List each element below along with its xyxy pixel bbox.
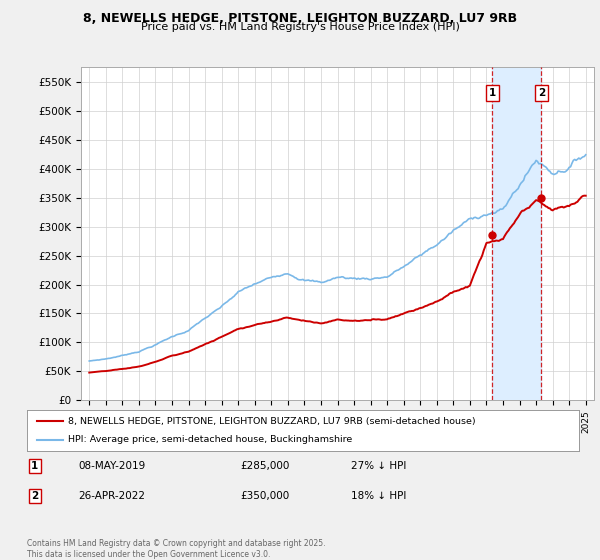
Text: HPI: Average price, semi-detached house, Buckinghamshire: HPI: Average price, semi-detached house,… xyxy=(68,436,353,445)
Text: Price paid vs. HM Land Registry's House Price Index (HPI): Price paid vs. HM Land Registry's House … xyxy=(140,22,460,32)
Text: 2: 2 xyxy=(538,88,545,98)
Text: 8, NEWELLS HEDGE, PITSTONE, LEIGHTON BUZZARD, LU7 9RB (semi-detached house): 8, NEWELLS HEDGE, PITSTONE, LEIGHTON BUZ… xyxy=(68,417,476,426)
Text: 08-MAY-2019: 08-MAY-2019 xyxy=(78,461,145,471)
Text: 1: 1 xyxy=(31,461,38,471)
Text: Contains HM Land Registry data © Crown copyright and database right 2025.
This d: Contains HM Land Registry data © Crown c… xyxy=(27,539,325,559)
Text: 1: 1 xyxy=(489,88,496,98)
Text: 8, NEWELLS HEDGE, PITSTONE, LEIGHTON BUZZARD, LU7 9RB: 8, NEWELLS HEDGE, PITSTONE, LEIGHTON BUZ… xyxy=(83,12,517,25)
Text: 27% ↓ HPI: 27% ↓ HPI xyxy=(351,461,406,471)
Text: 26-APR-2022: 26-APR-2022 xyxy=(78,491,145,501)
Bar xyxy=(493,67,541,400)
Text: £350,000: £350,000 xyxy=(240,491,289,501)
Text: £285,000: £285,000 xyxy=(240,461,289,471)
Text: 18% ↓ HPI: 18% ↓ HPI xyxy=(351,491,406,501)
Text: 2: 2 xyxy=(31,491,38,501)
